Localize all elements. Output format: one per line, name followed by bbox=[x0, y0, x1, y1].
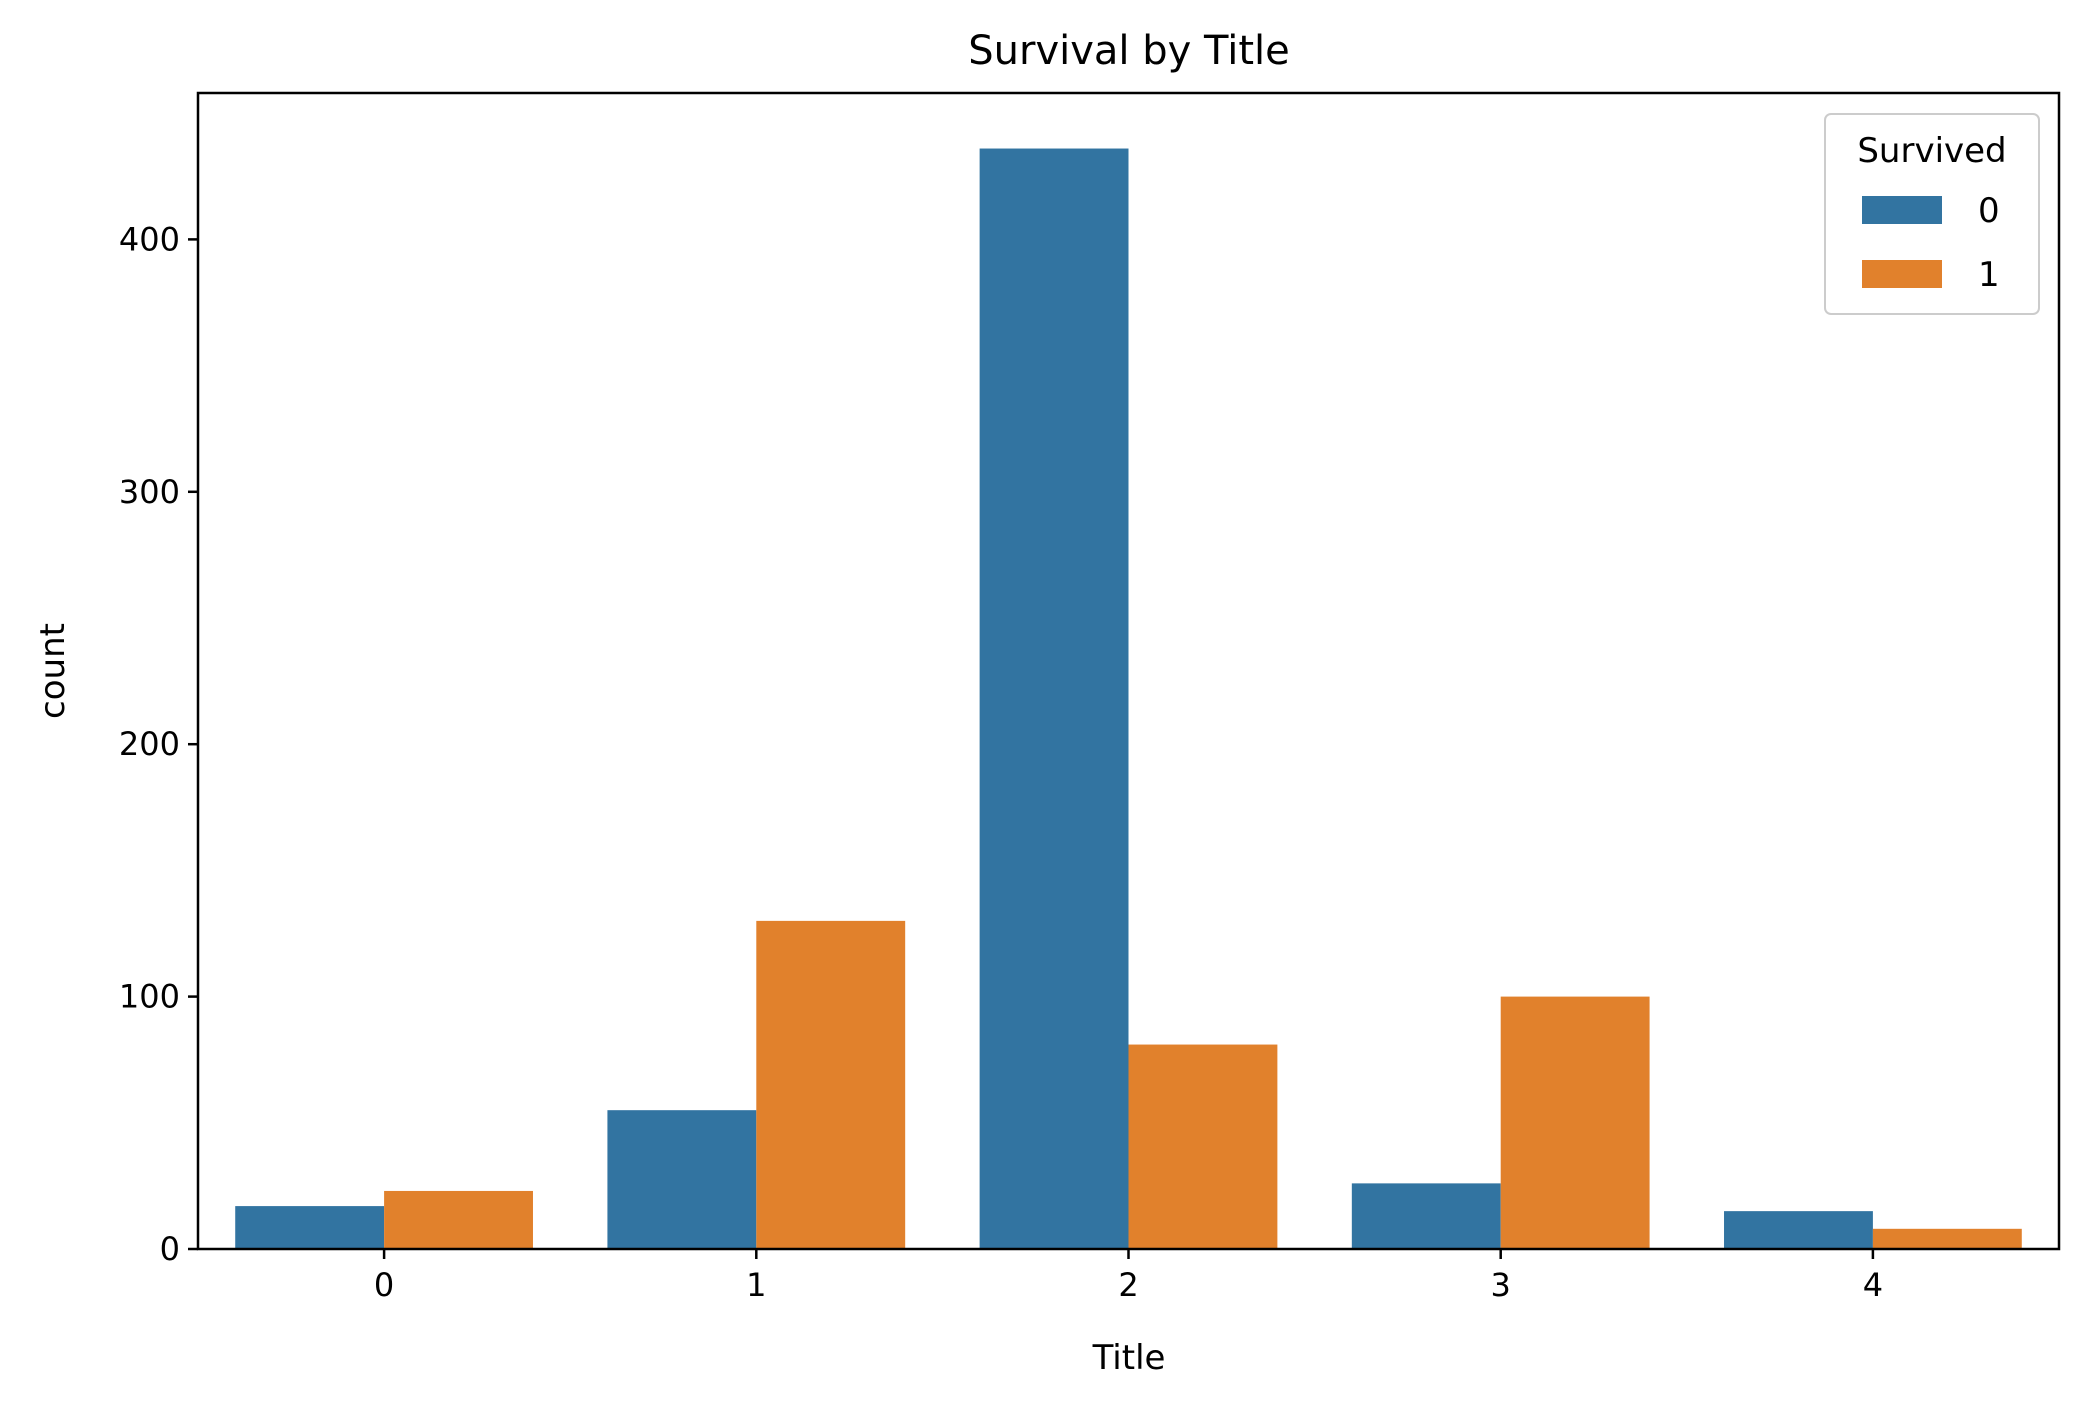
legend-label-0: 0 bbox=[1978, 191, 2000, 231]
bar-title-0-survived-1 bbox=[384, 1190, 533, 1249]
bar-title-2-survived-1 bbox=[1128, 1044, 1278, 1249]
y-axis-label: count bbox=[33, 623, 73, 719]
x-tick-label: 2 bbox=[1118, 1266, 1138, 1304]
bar-title-4-survived-0 bbox=[1724, 1211, 1873, 1249]
x-tick-label: 4 bbox=[1863, 1266, 1883, 1304]
y-tick-label: 100 bbox=[119, 978, 180, 1016]
bars-group bbox=[235, 148, 2022, 1250]
y-tick-label: 300 bbox=[119, 473, 180, 511]
legend: Survived 01 bbox=[1824, 113, 2040, 315]
x-tick-label: 1 bbox=[746, 1266, 766, 1304]
legend-label-1: 1 bbox=[1978, 255, 2000, 295]
legend-swatch-0 bbox=[1862, 196, 1942, 224]
bar-title-4-survived-1 bbox=[1872, 1228, 2022, 1249]
bar-title-3-survived-1 bbox=[1500, 996, 1650, 1249]
y-tick-label: 200 bbox=[119, 725, 180, 763]
chart-title: Survival by Title bbox=[968, 28, 1289, 74]
bar-title-3-survived-0 bbox=[1351, 1183, 1501, 1249]
bar-title-0-survived-0 bbox=[235, 1206, 385, 1249]
bar-title-1-survived-0 bbox=[607, 1110, 757, 1249]
bar-title-2-survived-0 bbox=[979, 148, 1129, 1250]
legend-swatch-1 bbox=[1862, 260, 1942, 288]
y-tick-label: 400 bbox=[119, 220, 180, 258]
legend-entries: 01 bbox=[1862, 191, 2000, 295]
x-axis: 0 1 2 3 4 bbox=[374, 1249, 1883, 1304]
bar-title-1-survived-1 bbox=[756, 920, 906, 1249]
x-tick-label: 0 bbox=[374, 1266, 394, 1304]
y-axis: 0 100 200 300 400 bbox=[119, 220, 198, 1268]
y-tick-label: 0 bbox=[160, 1230, 180, 1268]
x-axis-label: Title bbox=[1092, 1338, 1166, 1378]
x-tick-label: 3 bbox=[1491, 1266, 1511, 1304]
legend-title: Survived bbox=[1857, 131, 2006, 171]
